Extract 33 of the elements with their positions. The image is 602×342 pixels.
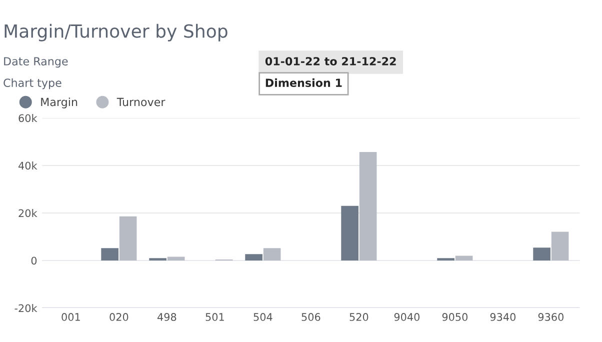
y-tick-label: -20k <box>14 304 38 312</box>
bar <box>455 256 473 260</box>
chart-title: Margin/Turnover by Shop <box>4 24 228 42</box>
text: Dimension 1 <box>266 78 342 88</box>
x-tick-label: 498 <box>158 313 176 321</box>
bar <box>101 248 118 260</box>
bar <box>245 254 262 260</box>
x-tick-label: 504 <box>254 313 272 321</box>
x-tick-label: 9360 <box>538 313 564 321</box>
bar <box>359 152 377 260</box>
text: Chart type <box>4 78 62 90</box>
x-tick-label: 506 <box>302 313 320 321</box>
x-tick-label: 020 <box>110 313 128 321</box>
x-tick-label: 9040 <box>394 313 420 321</box>
legend-label: Margin <box>41 98 78 108</box>
bar <box>263 248 281 260</box>
y-tick-label: 20k <box>18 209 38 218</box>
y-tick-label: 0 <box>31 256 37 265</box>
bar <box>167 256 185 260</box>
legend-label: Turnover <box>116 98 166 106</box>
x-tick-label: 9050 <box>442 313 468 321</box>
text: 01-01-22 to 21-12-22 <box>265 57 396 66</box>
x-tick-label: 501 <box>206 313 224 321</box>
y-tick-label: 40k <box>18 162 38 170</box>
bar <box>533 248 550 260</box>
x-tick-label: 520 <box>350 313 368 321</box>
bar <box>551 232 569 260</box>
text: Date Range <box>4 57 68 68</box>
bar <box>119 216 137 260</box>
y-tick-label: 60k <box>18 114 38 122</box>
bar <box>341 206 358 260</box>
x-tick-label: 001 <box>62 313 80 321</box>
x-tick-label: 9340 <box>490 313 516 321</box>
